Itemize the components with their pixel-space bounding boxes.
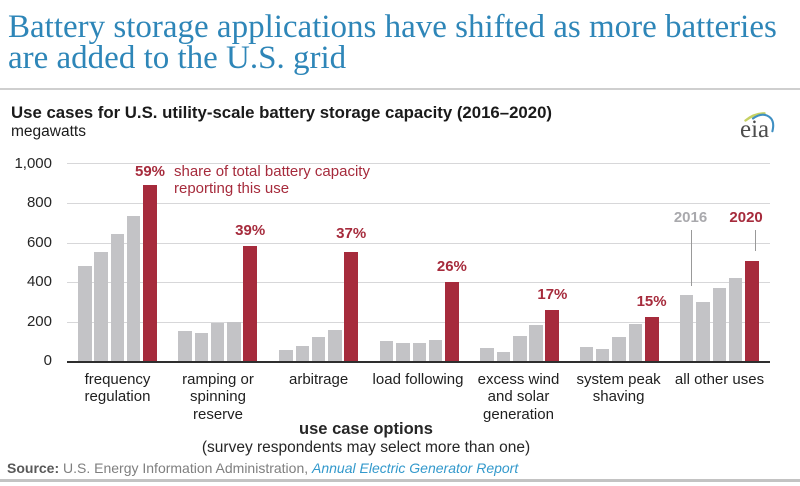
svg-text:eia: eia	[740, 116, 769, 143]
